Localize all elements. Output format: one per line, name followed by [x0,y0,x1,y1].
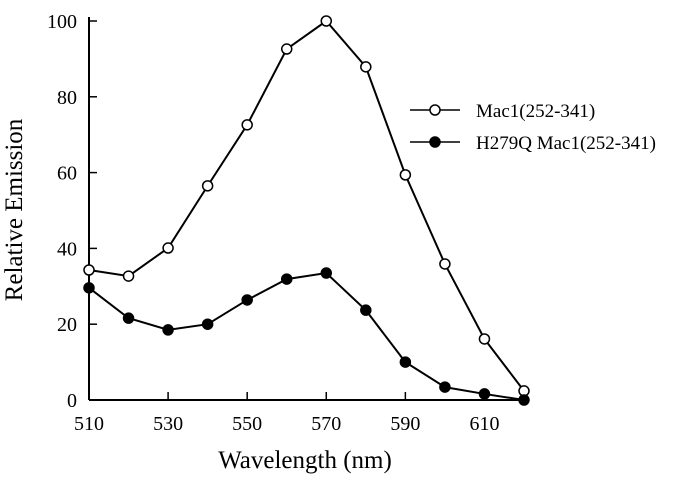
y-tick-label: 60 [57,163,77,185]
x-tick-label: 570 [311,413,341,435]
y-tick-label: 80 [57,87,77,109]
data-point [280,273,293,285]
x-axis-label: Wavelength (nm) [218,447,392,474]
data-point [478,333,491,345]
data-point [320,15,333,27]
x-tick-label: 510 [74,413,104,435]
series-line [88,271,525,401]
data-point [280,43,293,55]
data-point [201,180,214,192]
legend-marker [429,104,441,116]
series-line [88,19,525,392]
data-point [360,61,372,73]
data-point [201,318,214,330]
x-tick-label: 590 [390,413,420,435]
data-point [518,394,530,406]
data-point [360,304,372,316]
data-point [478,388,491,400]
legend-label: Mac1(252-341) [476,101,595,122]
x-tick-label: 550 [232,413,262,435]
y-tick-label: 100 [47,11,77,33]
data-point [122,270,135,282]
data-point [439,381,451,393]
data-point [439,258,451,270]
data-point [122,312,135,324]
legend-marker [429,136,441,148]
data-point [241,294,253,306]
data-point [83,282,95,294]
data-point [241,119,253,131]
data-point [320,267,333,279]
data-point [162,324,174,336]
y-axis-label: Relative Emission [1,118,28,301]
data-point [83,264,95,276]
data-point [162,242,174,254]
data-point [399,169,412,181]
y-tick-label: 40 [57,238,77,260]
x-tick-label: 610 [469,413,499,435]
legend-label: H279Q Mac1(252-341) [476,133,656,154]
y-tick-label: 0 [67,390,77,412]
x-tick-label: 530 [153,413,183,435]
data-point [399,356,412,368]
y-tick-label: 20 [57,314,77,336]
